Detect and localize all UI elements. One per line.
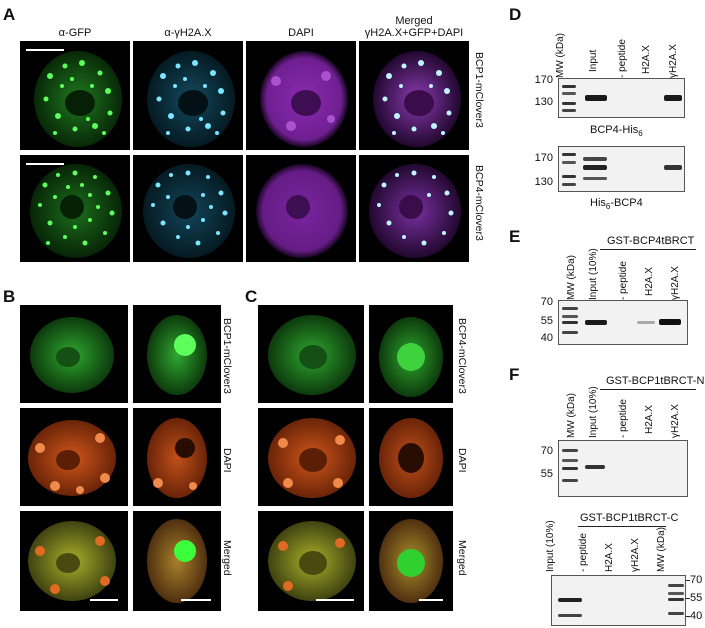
lane-label-f-peptide: - peptide <box>618 399 629 438</box>
tick-d2-170: 170 <box>534 152 553 164</box>
scale-bar <box>26 163 64 165</box>
lane-label-f2-mw: MW (kDa) <box>656 527 667 572</box>
row-label-b-bcp1: BCP1-mClover3 <box>221 318 233 394</box>
group-line-f <box>600 389 696 390</box>
image-a-bcp4-dapi <box>246 155 356 262</box>
lane-label-f2-peptide: - peptide <box>578 533 589 572</box>
tick-line-f2-55 <box>686 598 690 599</box>
panel-label-c: C <box>245 287 258 306</box>
image-a-bcp4-merged <box>359 155 469 262</box>
scale-bar <box>90 599 118 601</box>
image-b-dapi-1 <box>20 408 128 506</box>
lane-label-e-peptide: - peptide <box>618 261 629 300</box>
image-c-gfp-1 <box>258 305 364 403</box>
lane-label-d-mw: MW (kDa) <box>555 33 566 78</box>
tick-e-70: 70 <box>540 296 553 308</box>
image-a-bcp4-h2ax <box>133 155 243 262</box>
lane-label-d-gh2ax: γH2A.X <box>668 44 679 78</box>
group-label-f2: GST-BCP1tBRCT-C <box>580 512 679 524</box>
panel-label-b: B <box>3 287 16 306</box>
image-b-merged-2 <box>133 511 221 611</box>
scale-bar <box>316 599 354 601</box>
image-a-bcp1-h2ax <box>133 41 243 150</box>
blot-f2 <box>551 575 686 626</box>
tick-line-f2-40 <box>686 616 690 617</box>
image-c-dapi-2 <box>369 408 453 506</box>
image-a-bcp1-dapi <box>246 41 356 150</box>
image-c-gfp-2 <box>369 305 453 403</box>
lane-label-e-input: Input (10%) <box>588 248 599 300</box>
caption-d1: BCP4-His6 <box>590 124 643 139</box>
merged-header-line1: Merged <box>395 15 433 27</box>
lane-label-e-mw: MW (kDa) <box>566 255 577 300</box>
lane-label-d-input: Input <box>588 49 599 72</box>
scale-bar <box>419 599 443 601</box>
row-label-c-bcp4: BCP4-mClover3 <box>456 318 468 394</box>
scale-bar <box>26 49 64 51</box>
tick-d2-130: 130 <box>534 176 553 188</box>
tick-e-55: 55 <box>540 315 553 327</box>
image-b-merged-1 <box>20 511 128 611</box>
lane-label-d-peptide: - peptide <box>617 39 628 78</box>
row-label-a-bcp4: BCP4-mClover3 <box>473 165 485 241</box>
group-line-f2 <box>578 526 666 527</box>
lane-label-f-mw: MW (kDa) <box>566 393 577 438</box>
col-header-merged: Merged γH2A.X+GFP+DAPI <box>354 15 474 39</box>
image-b-dapi-2 <box>133 408 221 506</box>
group-line-e <box>600 249 696 250</box>
image-c-dapi-1 <box>258 408 364 506</box>
col-header-gfp: α-GFP <box>58 27 92 39</box>
image-a-bcp1-merged <box>359 41 469 150</box>
blot-e <box>558 300 688 345</box>
image-a-bcp4-gfp <box>20 155 130 262</box>
lane-label-f2-h2ax: H2A.X <box>604 543 615 572</box>
image-b-gfp-2 <box>133 305 221 403</box>
tick-line-f2-70 <box>686 580 690 581</box>
blot-d1 <box>558 78 685 118</box>
image-c-merged-1 <box>258 511 364 611</box>
tick-f2-70: 70 <box>690 574 703 586</box>
blot-d2 <box>558 146 685 192</box>
tick-f1-55: 55 <box>540 468 553 480</box>
scale-bar <box>181 599 211 601</box>
lane-label-e-gh2ax: γH2A.X <box>670 266 681 300</box>
lane-label-f-h2ax: H2A.X <box>644 405 655 434</box>
tick-f1-70: 70 <box>540 445 553 457</box>
image-c-merged-2 <box>369 511 453 611</box>
tick-f2-40: 40 <box>690 610 703 622</box>
row-label-b-dapi: DAPI <box>221 448 233 473</box>
tick-f2-55: 55 <box>690 592 703 604</box>
panel-label-a: A <box>3 5 16 24</box>
caption-d2: His6-BCP4 <box>590 197 643 212</box>
group-label-e: GST-BCP4tBRCT <box>607 235 695 247</box>
merged-header-line2: γH2A.X+GFP+DAPI <box>364 27 464 39</box>
row-label-a-bcp1: BCP1-mClover3 <box>473 52 485 128</box>
panel-label-f: F <box>509 365 520 384</box>
lane-label-d-h2ax: H2A.X <box>641 45 652 74</box>
tick-e-40: 40 <box>540 332 553 344</box>
panel-label-e: E <box>509 227 521 246</box>
tick-d1-170: 170 <box>534 74 553 86</box>
lane-label-f2-gh2ax: γH2A.X <box>630 538 641 572</box>
lane-label-f-input: Input (10%) <box>588 386 599 438</box>
lane-label-f2-input: Input (10%) <box>545 520 556 572</box>
col-header-dapi: DAPI <box>288 27 314 39</box>
row-label-c-dapi: DAPI <box>456 448 468 473</box>
row-label-c-merged: Merged <box>456 540 468 576</box>
group-label-f: GST-BCP1tBRCT-N <box>606 375 705 387</box>
lane-label-f-gh2ax: γH2A.X <box>670 404 681 438</box>
col-header-h2ax: α-γH2A.X <box>164 27 212 39</box>
image-b-gfp-1 <box>20 305 128 403</box>
lane-label-e-h2ax: H2A.X <box>644 267 655 296</box>
blot-f1 <box>558 440 688 497</box>
row-label-b-merged: Merged <box>221 540 233 576</box>
panel-label-d: D <box>509 5 522 24</box>
image-a-bcp1-gfp <box>20 41 130 150</box>
tick-d1-130: 130 <box>534 96 553 108</box>
